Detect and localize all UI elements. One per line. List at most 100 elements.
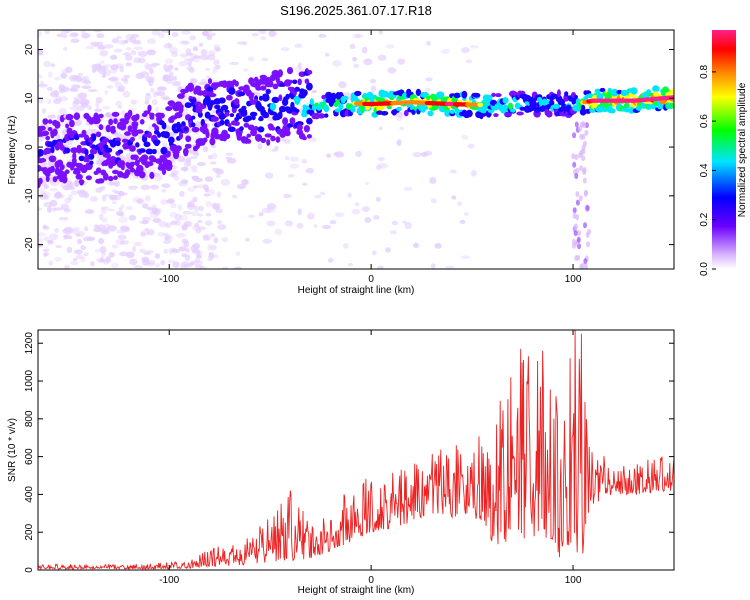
noise-cell <box>251 32 259 37</box>
spectral-cell <box>124 169 131 176</box>
noise-cell <box>106 179 116 186</box>
y-tick-label: 400 <box>24 486 35 503</box>
noise-cell <box>116 210 124 216</box>
noise-cell <box>260 36 267 41</box>
noise-cell <box>460 255 471 259</box>
noise-cell <box>65 66 73 74</box>
spectral-cell <box>386 105 392 110</box>
spectral-cell <box>156 132 162 138</box>
noise-cell <box>125 206 134 210</box>
spectral-cell <box>239 126 244 131</box>
noise-cell <box>207 155 213 160</box>
noise-cell <box>132 245 137 253</box>
noise-cell <box>38 97 44 104</box>
noise-cell <box>95 96 103 104</box>
noise-cell <box>213 237 219 244</box>
spectral-cell <box>652 85 660 93</box>
spectral-cell <box>102 137 110 143</box>
spectral-cell <box>210 116 219 122</box>
noise-cell <box>43 61 52 67</box>
noise-cell <box>187 61 193 67</box>
spectral-cell <box>411 109 416 115</box>
figure-title: S196.2025.361.07.17.R18 <box>280 3 432 18</box>
spectral-cell <box>214 104 221 110</box>
noise-cell <box>90 261 95 267</box>
spectral-cell <box>50 165 55 173</box>
noise-cell <box>73 100 80 105</box>
noise-cell <box>38 243 44 248</box>
noise-cell <box>123 226 131 232</box>
spectral-cell <box>284 129 291 137</box>
spectral-cell <box>262 93 270 98</box>
noise-cell <box>166 199 175 204</box>
noise-cell <box>49 188 58 192</box>
noise-cell <box>86 128 93 135</box>
spectral-cell <box>275 136 281 143</box>
noise-cell <box>151 30 161 36</box>
noise-cell <box>65 186 76 191</box>
noise-cell <box>133 241 143 247</box>
spectral-cell <box>138 148 146 153</box>
noise-cell <box>47 98 52 105</box>
spectral-cell <box>272 83 279 90</box>
noise-cell <box>144 227 149 232</box>
spectral-cell <box>73 167 81 172</box>
noise-cell <box>182 180 189 184</box>
spectral-cell <box>153 139 160 147</box>
spectral-cell <box>564 91 569 97</box>
spectral-cell <box>45 175 50 182</box>
noise-cell <box>109 68 118 74</box>
noise-cell <box>120 204 125 208</box>
noise-cell <box>258 212 264 217</box>
spectral-cell <box>599 87 606 93</box>
noise-cell <box>98 237 105 245</box>
noise-cell <box>64 264 70 269</box>
noise-cell <box>99 60 105 65</box>
noise-cell <box>75 233 81 237</box>
noise-cell <box>99 256 105 263</box>
noise-cell <box>130 33 140 38</box>
spectral-cell <box>669 89 674 95</box>
noise-cell <box>194 177 203 183</box>
noise-cell <box>284 220 294 227</box>
noise-cell <box>95 187 103 193</box>
noise-cell <box>189 262 195 266</box>
noise-cell <box>108 251 115 258</box>
spectral-cell <box>73 112 81 120</box>
noise-cell <box>174 213 182 221</box>
noise-cell <box>326 153 332 158</box>
noise-cell <box>97 44 106 50</box>
spectral-cell <box>130 154 139 160</box>
spectral-cell <box>50 145 55 154</box>
noise-cell <box>43 252 48 257</box>
noise-cell <box>334 212 345 218</box>
spectral-cell <box>269 111 277 116</box>
spectral-cell <box>282 117 289 126</box>
noise-cell <box>50 63 56 68</box>
spectral-cell <box>260 85 267 91</box>
spectral-cell <box>270 126 276 131</box>
spectral-cell <box>69 119 75 128</box>
spectral-cell <box>127 110 133 117</box>
spectral-cell <box>502 97 509 104</box>
noise-cell <box>327 258 334 263</box>
noise-cell <box>371 250 377 256</box>
noise-cell <box>575 199 580 206</box>
noise-cell <box>208 189 216 196</box>
noise-cell <box>182 210 192 215</box>
y-tick-label: -10 <box>24 188 35 203</box>
noise-cell <box>108 77 118 81</box>
spectral-cell <box>573 94 579 100</box>
noise-cell <box>583 190 588 197</box>
spectral-cell <box>233 121 240 126</box>
noise-cell <box>111 38 119 44</box>
noise-cell <box>377 54 387 61</box>
noise-cell <box>206 34 213 41</box>
noise-cell <box>266 206 276 213</box>
spectral-cell <box>181 121 186 128</box>
noise-cell <box>54 134 61 140</box>
spectral-cell <box>172 150 180 155</box>
spectral-cell <box>608 108 616 114</box>
noise-cell <box>160 30 171 33</box>
noise-cell <box>119 240 130 245</box>
